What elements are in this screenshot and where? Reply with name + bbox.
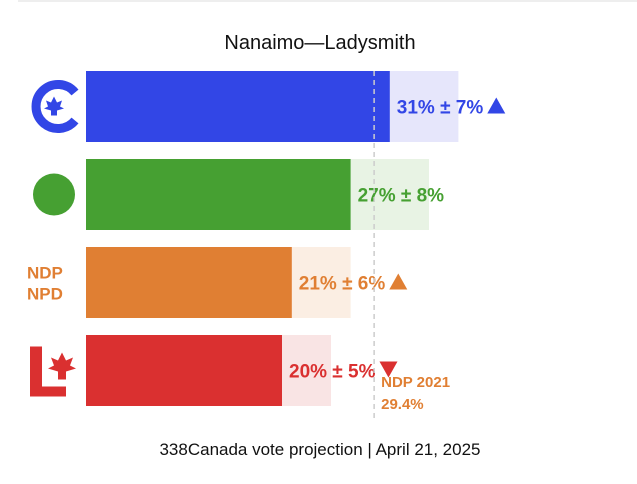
conservative-logo-icon: [31, 80, 79, 133]
chart-title: Nanaimo—Ladysmith: [224, 32, 415, 54]
value-label-lpc: 20% ± 5%: [289, 362, 376, 383]
reference-label: NDP 2021: [381, 374, 450, 391]
party-logos: NDP NPD: [27, 80, 79, 397]
ndp-logo-text-1: NDP: [27, 264, 63, 283]
bars-group: 31% ± 7% 27% ± 8% 21% ± 6% 20% ± 5%: [86, 71, 506, 406]
value-label-cpc: 31% ± 7%: [397, 98, 484, 119]
maple-leaf-icon: [48, 352, 76, 380]
reference-value: 29.4%: [381, 396, 424, 413]
bar-ndp: [86, 247, 292, 318]
trend-down-icon: [379, 361, 398, 378]
value-label-gpc: 27% ± 8%: [358, 186, 445, 207]
ndp-logo-text-2: NPD: [27, 285, 63, 304]
value-label-ndp: 21% ± 6%: [299, 274, 386, 295]
trend-up-icon: [389, 273, 408, 290]
trend-up-icon: [487, 97, 506, 114]
bar-cpc: [86, 71, 390, 142]
green-dot-icon: [33, 173, 75, 216]
liberal-logo-icon: [30, 346, 66, 397]
chart-footer: 338Canada vote projection | April 21, 20…: [159, 440, 480, 459]
bar-lpc: [86, 335, 282, 406]
bar-gpc: [86, 159, 351, 230]
maple-leaf-icon: [44, 96, 64, 116]
